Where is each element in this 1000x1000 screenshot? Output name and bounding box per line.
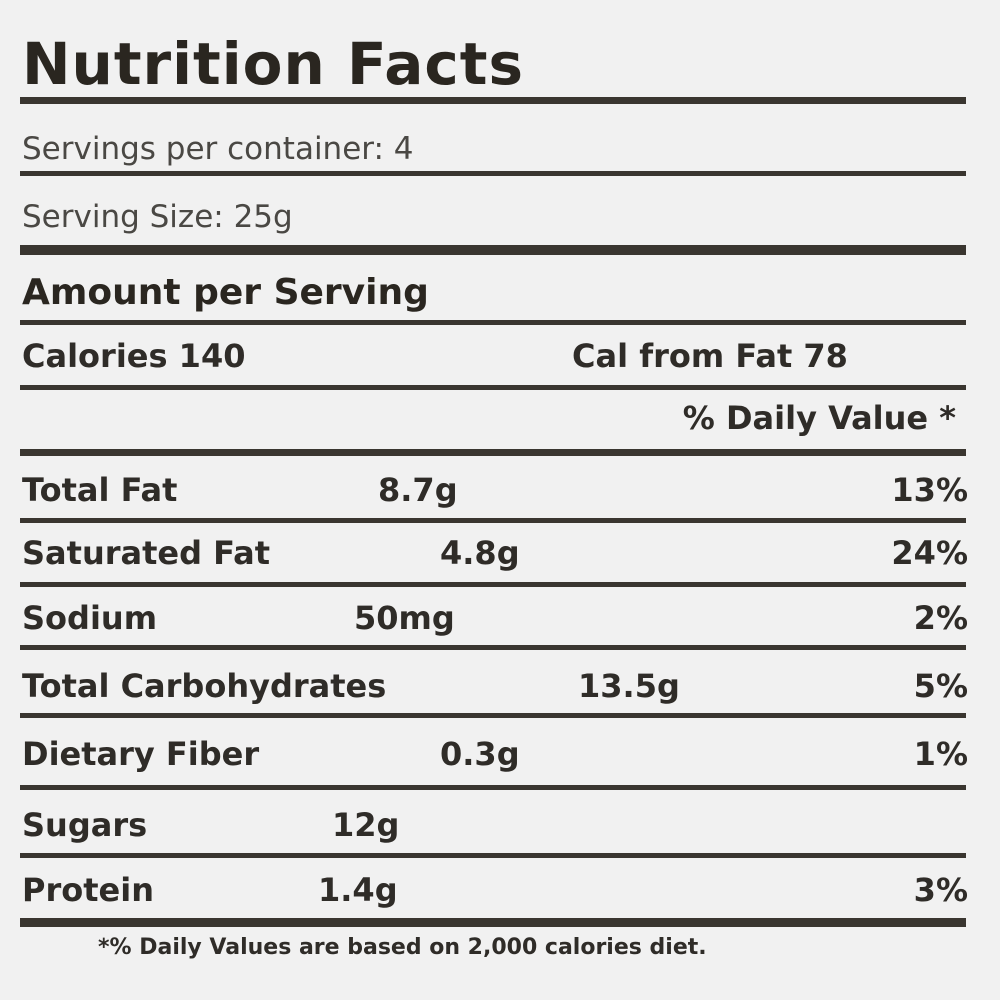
label-title: Nutrition Facts [22, 30, 524, 98]
nutrient-daily-value: 24% [891, 534, 968, 572]
nutrient-name: Total Carbohydrates [22, 667, 387, 705]
calories: Calories 140 [22, 337, 246, 375]
divider [20, 582, 966, 587]
nutrient-name: Sugars [22, 806, 148, 844]
divider [20, 97, 966, 104]
divider [20, 853, 966, 858]
nutrient-daily-value: 1% [913, 735, 968, 773]
amount-per-serving: Amount per Serving [22, 272, 429, 313]
nutrient-daily-value: 2% [913, 599, 968, 637]
nutrient-daily-value: 3% [913, 871, 968, 909]
servings-per-container: Servings per container: 4 [22, 131, 414, 167]
divider [20, 449, 966, 456]
calories-from-fat: Cal from Fat 78 [572, 337, 848, 375]
nutrient-name: Dietary Fiber [22, 735, 260, 773]
divider [20, 713, 966, 718]
serving-size: Serving Size: 25g [22, 199, 293, 235]
nutrient-name: Saturated Fat [22, 534, 271, 572]
nutrient-amount: 50mg [354, 599, 455, 637]
divider [20, 320, 966, 325]
divider [20, 385, 966, 390]
divider [20, 918, 966, 927]
divider [20, 171, 966, 176]
nutrient-amount: 1.4g [318, 871, 398, 909]
nutrient-amount: 12g [332, 806, 400, 844]
nutrient-amount: 0.3g [440, 735, 520, 773]
nutrient-daily-value: 5% [913, 667, 968, 705]
nutrient-name: Protein [22, 871, 154, 909]
divider [20, 785, 966, 790]
divider [20, 645, 966, 650]
divider [20, 518, 966, 523]
nutrient-amount: 13.5g [578, 667, 680, 705]
divider [20, 245, 966, 255]
footnote: *% Daily Values are based on 2,000 calor… [98, 935, 707, 960]
nutrient-name: Sodium [22, 599, 158, 637]
nutrient-name: Total Fat [22, 471, 178, 509]
nutrient-daily-value: 13% [891, 471, 968, 509]
nutrient-amount: 8.7g [378, 471, 458, 509]
nutrient-amount: 4.8g [440, 534, 520, 572]
daily-value-header: % Daily Value * [682, 399, 956, 437]
